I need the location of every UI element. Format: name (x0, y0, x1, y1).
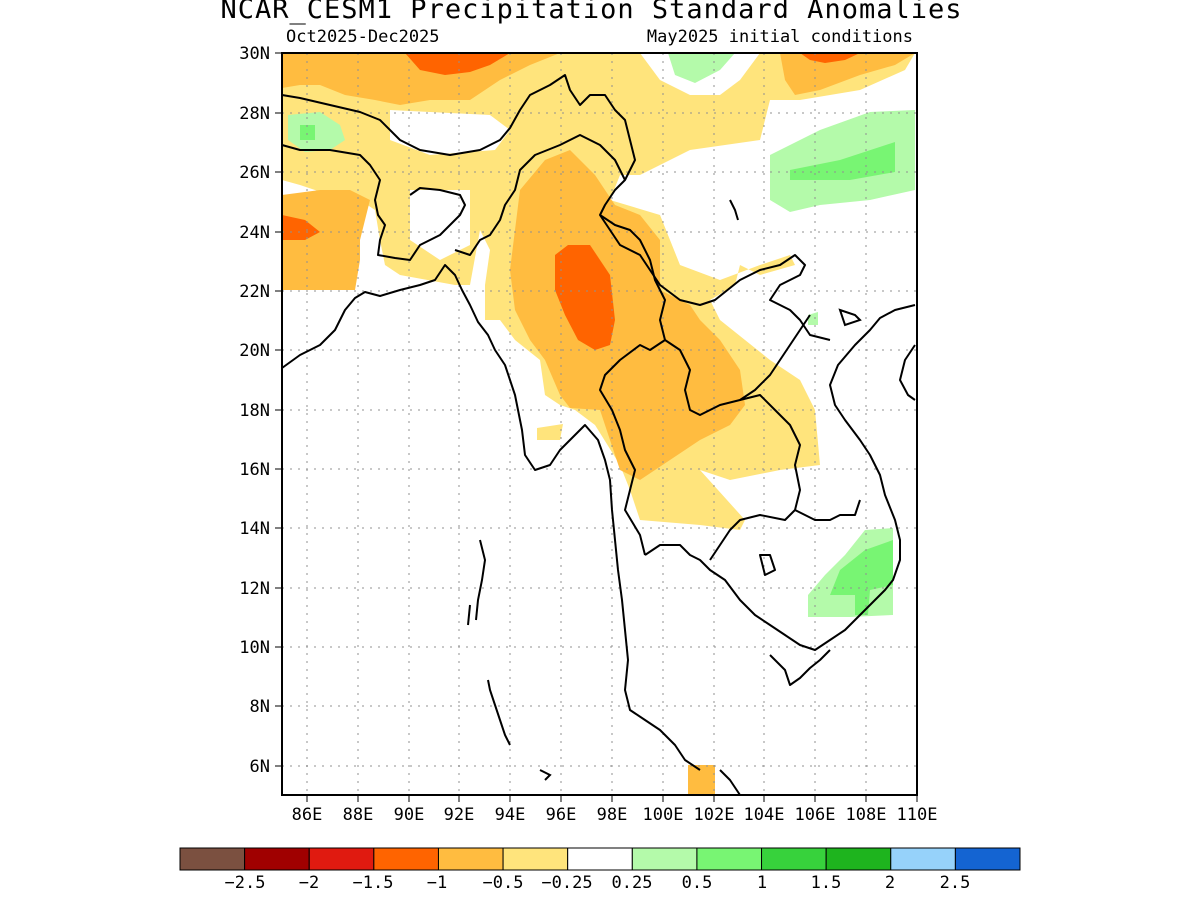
lon-label: 102E (694, 805, 735, 825)
lat-label: 30N (239, 44, 270, 64)
shade-positive-medium-nw (300, 125, 315, 140)
lon-label: 106E (795, 805, 836, 825)
lon-label: 108E (846, 805, 887, 825)
shade-positive-medium-ne (790, 142, 895, 180)
legend-swatch (567, 847, 633, 871)
legend-swatch (890, 847, 956, 871)
lat-label: 28N (239, 104, 270, 124)
legend-label: −1.5 (353, 873, 394, 893)
lat-label: 18N (239, 401, 270, 421)
lat-label: 22N (239, 282, 270, 302)
shade-negative-light-small (537, 424, 563, 440)
country-borders (281, 74, 861, 576)
coastlines (281, 264, 916, 796)
lon-label: 86E (292, 805, 323, 825)
legend-label: −2 (299, 873, 319, 893)
lon-label: 94E (495, 805, 526, 825)
legend-swatch (954, 847, 1021, 871)
shade-negative-strong-west (282, 215, 320, 240)
legend-label: −0.5 (483, 873, 524, 893)
lat-label: 26N (239, 163, 270, 183)
gridlines (282, 53, 917, 795)
lon-label: 92E (444, 805, 475, 825)
lon-label: 98E (597, 805, 628, 825)
shade-negative-medium-north (282, 53, 560, 105)
shade-positive-light-small (808, 312, 818, 325)
shade-neutral-1 (282, 292, 330, 370)
lat-label: 6N (250, 757, 270, 777)
forecast-period: Oct2025-Dec2025 (286, 27, 440, 47)
shade-negative-strong-north (405, 53, 510, 75)
lon-label: 104E (744, 805, 785, 825)
lon-label: 90E (394, 805, 425, 825)
shade-neutral-3 (390, 110, 510, 155)
shade-negative-strong-myanmar (555, 245, 615, 350)
lat-label: 14N (239, 519, 270, 539)
legend-swatch (437, 847, 504, 871)
longitude-labels: 86E 88E 90E 92E 94E 96E 98E 100E 102E 10… (292, 805, 938, 825)
legend-swatch (631, 847, 698, 871)
lat-label: 10N (239, 638, 270, 658)
shade-negative-medium-west (282, 190, 370, 290)
legend-swatch (373, 847, 439, 871)
legend-label: 1 (757, 873, 767, 893)
islands (467, 199, 862, 781)
lon-label: 88E (343, 805, 374, 825)
lon-label: 96E (546, 805, 577, 825)
lat-label: 8N (250, 697, 270, 717)
latitude-labels: 30N 28N 26N 24N 22N 20N 18N 16N 14N 12N … (239, 44, 270, 777)
anomaly-shading (282, 53, 915, 795)
legend-swatch (696, 847, 763, 871)
legend-labels: −2.5 −2 −1.5 −1 −0.5 −0.25 0.25 0.5 1 1.… (225, 873, 971, 893)
lat-label: 16N (239, 460, 270, 480)
lon-label: 100E (643, 805, 684, 825)
map-frame (281, 52, 918, 796)
shade-positive-light-nw (288, 112, 345, 152)
lon-label: 110E (897, 805, 938, 825)
legend-label: −0.25 (541, 873, 592, 893)
shade-negative-medium-south (688, 765, 715, 795)
map-title: NCAR_CESM1 Precipitation Standard Anomal… (220, 0, 963, 25)
legend-swatch (308, 847, 375, 871)
legend-swatch (761, 847, 827, 871)
legend-swatch (179, 847, 246, 871)
lat-label: 12N (239, 579, 270, 599)
legend-label: 0.25 (612, 873, 653, 893)
legend-swatch (502, 847, 569, 871)
legend-label: −1 (427, 873, 447, 893)
shade-negative-strong-ne (800, 53, 860, 63)
lat-label: 20N (239, 341, 270, 361)
shade-positive-medium-se (830, 540, 893, 615)
legend-swatch (825, 847, 892, 871)
legend-swatch (244, 847, 310, 871)
tick-marks (275, 52, 918, 802)
legend-label: 0.5 (682, 873, 713, 893)
legend-label: −2.5 (225, 873, 266, 893)
initial-conditions: May2025 initial conditions (646, 27, 913, 47)
shade-positive-light-north (668, 53, 735, 83)
shade-negative-medium-ne (780, 53, 915, 95)
legend-label: 1.5 (811, 873, 842, 893)
legend-colorbar (179, 847, 1021, 871)
lat-label: 24N (239, 223, 270, 243)
legend-label: 2 (885, 873, 895, 893)
legend-label: 2.5 (940, 873, 971, 893)
